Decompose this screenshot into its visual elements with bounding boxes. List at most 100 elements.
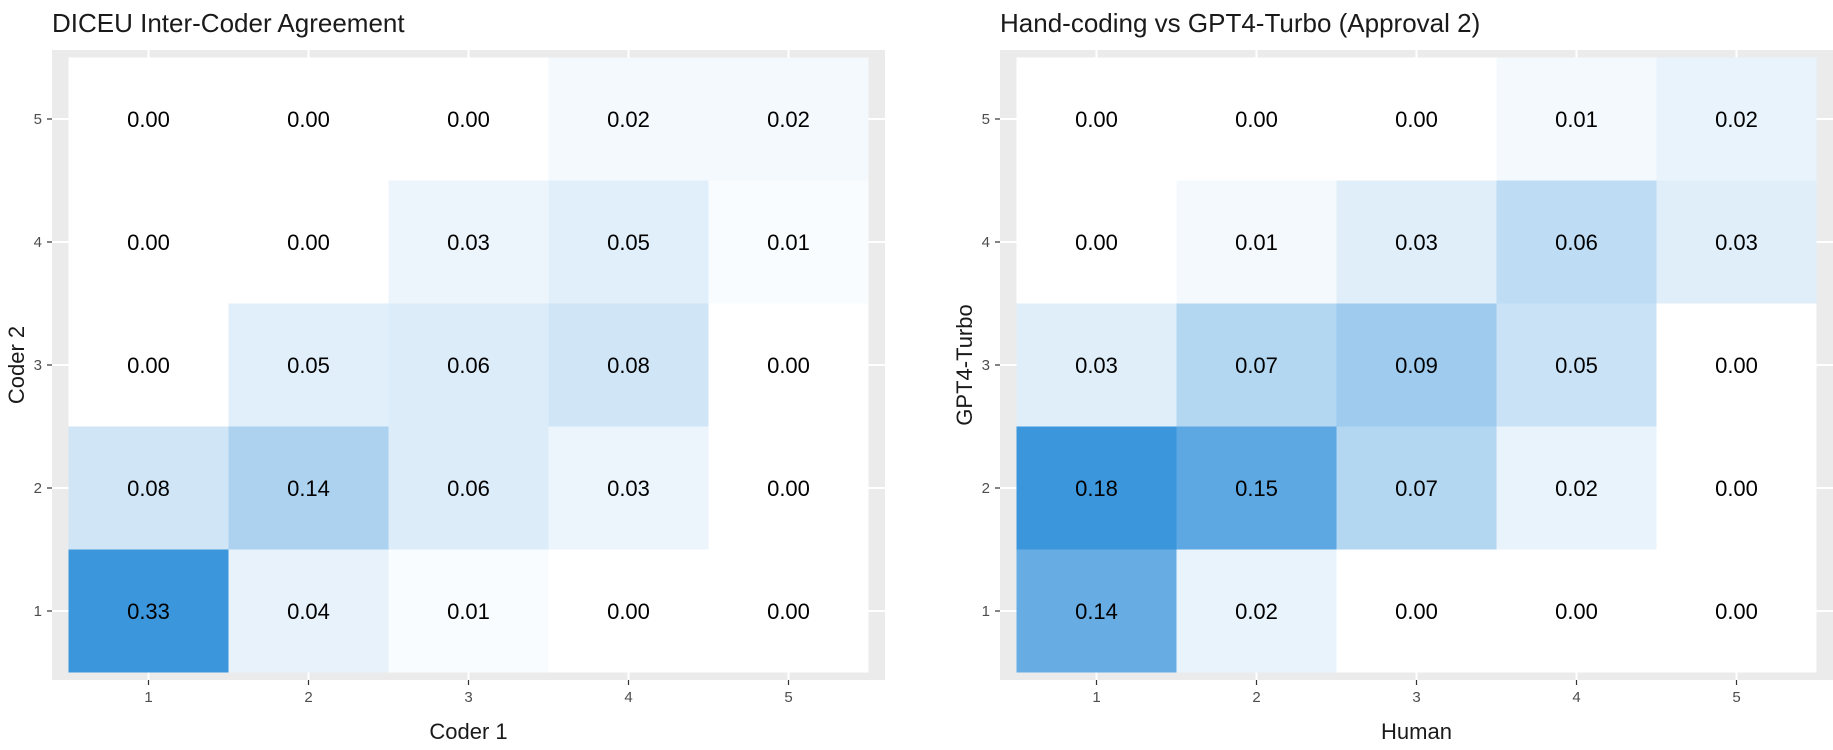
cell-value-label: 0.01 [1235, 230, 1278, 255]
cell-value-label: 0.01 [1555, 107, 1598, 132]
cell-value-label: 0.06 [1555, 230, 1598, 255]
cell-value-label: 0.00 [127, 230, 170, 255]
cell-value-label: 0.03 [1395, 230, 1438, 255]
heatmap-cell [1656, 303, 1817, 427]
y-tick-label: 1 [982, 603, 990, 620]
cell-value-label: 0.02 [767, 107, 810, 132]
heatmap-cell [1176, 57, 1337, 181]
x-tick-label: 1 [1092, 689, 1100, 706]
heatmap-cell [68, 57, 229, 181]
cell-value-label: 0.00 [767, 353, 810, 378]
heatmap-cell [1496, 180, 1657, 304]
heatmap-cell [1016, 549, 1177, 673]
y-tick-label: 4 [982, 234, 990, 251]
cell-value-label: 0.07 [1235, 353, 1278, 378]
heatmap-cell [1016, 57, 1177, 181]
heatmap-chart-coder-agreement: DICEU Inter-Coder Agreement 0.33 0.04 0.01… [0, 0, 900, 750]
heatmap-cell [548, 303, 709, 427]
heatmap-plot: 0.33 0.04 0.01 0.00 0.00 0.08 0.14 0.06 0.03 0.00… [4, 50, 885, 744]
heatmap-plot: 0.14 0.02 0.00 0.00 0.00 0.18 0.15 0.07 0.02 0.00… [952, 50, 1833, 744]
y-tick-label: 4 [34, 234, 42, 251]
y-axis-title: Coder 2 [4, 326, 29, 404]
heatmap-cell [68, 180, 229, 304]
heatmap-chart-human-vs-gpt: Hand-coding vs GPT4-Turbo (Approval 2) 0… [948, 0, 1833, 750]
cell-value-label: 0.00 [1555, 599, 1598, 624]
heatmap-cell [708, 180, 869, 304]
cell-value-label: 0.00 [1715, 353, 1758, 378]
chart-title: Hand-coding vs GPT4-Turbo (Approval 2) [1000, 8, 1481, 38]
cell-value-label: 0.00 [1395, 599, 1438, 624]
cell-value-label: 0.05 [1555, 353, 1598, 378]
y-tick-label: 1 [34, 603, 42, 620]
cell-value-label: 0.14 [1075, 599, 1118, 624]
heatmap-cell [68, 549, 229, 673]
cell-value-label: 0.00 [607, 599, 650, 624]
x-axis-title: Human [1381, 719, 1452, 744]
heatmap-cell [548, 180, 709, 304]
x-tick-label: 4 [1572, 689, 1580, 706]
x-axis-title: Coder 1 [429, 719, 507, 744]
cell-value-label: 0.00 [127, 107, 170, 132]
cell-value-label: 0.00 [767, 599, 810, 624]
cell-value-label: 0.02 [1715, 107, 1758, 132]
cell-value-label: 0.01 [767, 230, 810, 255]
heatmap-cell [1656, 57, 1817, 181]
cell-value-label: 0.02 [1235, 599, 1278, 624]
heatmap-cell [228, 426, 389, 550]
heatmap-cell [1496, 426, 1657, 550]
heatmap-cell [708, 303, 869, 427]
heatmap-cell [1496, 549, 1657, 673]
heatmap-cell [1176, 426, 1337, 550]
cell-value-label: 0.03 [1075, 353, 1118, 378]
cell-value-label: 0.00 [1075, 230, 1118, 255]
cell-value-label: 0.07 [1395, 476, 1438, 501]
cell-value-label: 0.03 [607, 476, 650, 501]
cell-value-label: 0.00 [287, 107, 330, 132]
heatmap-cell [1176, 180, 1337, 304]
y-tick-label: 2 [982, 480, 990, 497]
heatmap-cell [68, 426, 229, 550]
x-tick-label: 5 [784, 689, 792, 706]
cell-value-label: 0.09 [1395, 353, 1438, 378]
heatmap-cell [548, 549, 709, 673]
cell-value-label: 0.01 [447, 599, 490, 624]
cell-value-label: 0.00 [1075, 107, 1118, 132]
heatmap-cell [388, 180, 549, 304]
heatmap-cell [548, 57, 709, 181]
cell-value-label: 0.00 [1715, 599, 1758, 624]
cell-value-label: 0.02 [1555, 476, 1598, 501]
x-tick-label: 3 [1412, 689, 1420, 706]
heatmap-cell [388, 549, 549, 673]
cell-value-label: 0.05 [287, 353, 330, 378]
x-tick-label: 4 [624, 689, 632, 706]
cell-value-label: 0.08 [127, 476, 170, 501]
heatmap-cell [68, 303, 229, 427]
cell-value-label: 0.04 [287, 599, 330, 624]
heatmap-cell [388, 426, 549, 550]
cell-value-label: 0.00 [287, 230, 330, 255]
cell-value-label: 0.03 [447, 230, 490, 255]
x-tick-label: 5 [1732, 689, 1740, 706]
cell-value-label: 0.00 [1715, 476, 1758, 501]
cell-value-label: 0.06 [447, 476, 490, 501]
heatmap-cell [388, 303, 549, 427]
cell-value-label: 0.06 [447, 353, 490, 378]
cell-value-label: 0.05 [607, 230, 650, 255]
heatmap-cell [1656, 180, 1817, 304]
heatmap-cell [1016, 426, 1177, 550]
y-tick-label: 5 [34, 111, 42, 128]
heatmap-cell [228, 180, 389, 304]
chart-title: DICEU Inter-Coder Agreement [52, 8, 405, 38]
y-tick-label: 3 [982, 357, 990, 374]
heatmap-cell [1336, 426, 1497, 550]
cell-value-label: 0.02 [607, 107, 650, 132]
heatmap-cell [1336, 57, 1497, 181]
cell-value-label: 0.14 [287, 476, 330, 501]
heatmap-cell [388, 57, 549, 181]
heatmap-cell [1336, 549, 1497, 673]
cell-value-label: 0.08 [607, 353, 650, 378]
cell-value-label: 0.03 [1715, 230, 1758, 255]
cell-value-label: 0.00 [1235, 107, 1278, 132]
cell-value-label: 0.00 [447, 107, 490, 132]
heatmap-cell [1656, 549, 1817, 673]
